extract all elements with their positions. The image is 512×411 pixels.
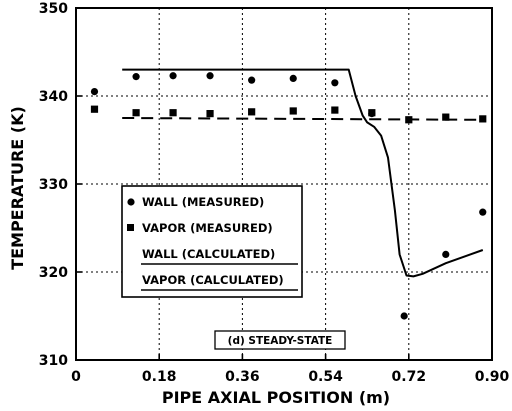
vapor-measured-point bbox=[479, 115, 487, 123]
legend-entry-wall-measured: WALL (MEASURED) bbox=[142, 195, 264, 209]
x-tick-label: 0.54 bbox=[308, 369, 343, 385]
x-axis-title: PIPE AXIAL POSITION (m) bbox=[162, 388, 390, 407]
legend-wall-measured-marker bbox=[127, 198, 135, 206]
wall-measured-point bbox=[206, 72, 214, 80]
legend-vapor-measured-marker bbox=[127, 224, 134, 231]
vapor-measured-point bbox=[169, 109, 177, 117]
legend-entry-vapor-calculated: VAPOR (CALCULATED) bbox=[142, 273, 284, 287]
series-layer bbox=[90, 68, 487, 320]
wall-measured-point bbox=[169, 72, 177, 80]
wall-measured-point bbox=[400, 312, 408, 320]
annotation-box bbox=[214, 330, 346, 350]
wall-measured-point bbox=[289, 74, 297, 82]
vapor-measured-point bbox=[206, 110, 214, 118]
x-tick-label: 0.72 bbox=[392, 369, 427, 385]
y-tick-label: 350 bbox=[39, 1, 68, 17]
x-tick-label: 0.36 bbox=[225, 369, 260, 385]
wall-calculated-line bbox=[122, 68, 484, 278]
legend: WALL (MEASURED) VAPOR (MEASURED) WALL (C… bbox=[121, 185, 303, 298]
y-tick-label: 310 bbox=[39, 353, 68, 369]
legend-entry-vapor-measured: VAPOR (MEASURED) bbox=[142, 221, 273, 235]
axis-ticks: 0 0.18 0.36 0.54 0.72 0.90 310 320 330 340 350 bbox=[39, 1, 510, 385]
vapor-measured-point bbox=[248, 108, 256, 116]
legend-box bbox=[121, 185, 303, 298]
vapor-measured-point bbox=[132, 109, 140, 117]
annotation-text: (d) STEADY-STATE bbox=[228, 335, 333, 347]
steady-state-annotation: (d) STEADY-STATE bbox=[214, 330, 346, 350]
wall-measured-point bbox=[479, 208, 487, 216]
wall-measured-point bbox=[442, 250, 450, 258]
vapor-measured-point bbox=[289, 107, 297, 115]
gridlines bbox=[76, 8, 492, 360]
x-tick-label: 0 bbox=[71, 369, 81, 385]
vapor-measured-point bbox=[442, 113, 450, 121]
vapor-measured-point bbox=[368, 109, 376, 117]
wall-measured-point bbox=[90, 88, 99, 96]
x-tick-label: 0.18 bbox=[142, 369, 177, 385]
wall-measured-point bbox=[132, 73, 140, 81]
legend-entry-wall-calculated: WALL (CALCULATED) bbox=[142, 247, 275, 261]
y-axis-title: TEMPERATURE (K) bbox=[8, 106, 27, 270]
x-tick-label: 0.90 bbox=[475, 369, 510, 385]
vapor-measured-point bbox=[331, 106, 339, 114]
y-tick-label: 330 bbox=[39, 177, 68, 193]
vapor-measured-point bbox=[90, 105, 99, 113]
wall-measured-point bbox=[331, 79, 339, 87]
y-tick-label: 320 bbox=[39, 265, 68, 281]
vapor-calculated-line bbox=[122, 117, 483, 121]
wall-measured-point bbox=[248, 76, 256, 84]
y-tick-label: 340 bbox=[39, 89, 68, 105]
